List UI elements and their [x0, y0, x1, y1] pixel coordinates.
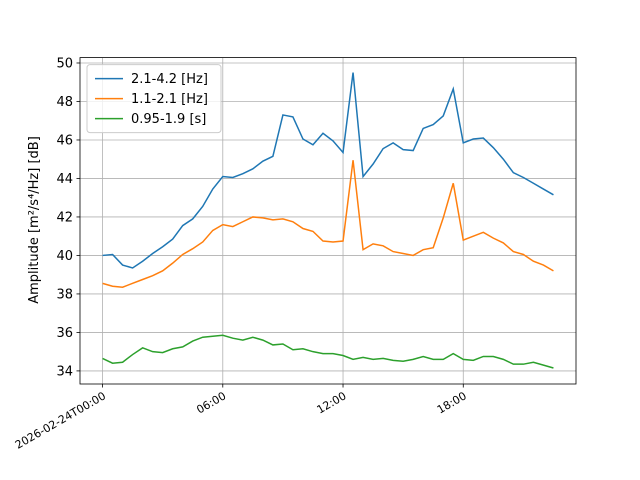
y-tick-label: 42 [56, 210, 73, 225]
y-tick-label: 34 [56, 364, 73, 379]
series-line [102, 72, 554, 269]
y-tick-label: 50 [56, 56, 73, 71]
y-tick-label: 48 [56, 95, 73, 110]
y-tick-label: 46 [56, 133, 73, 148]
series-line [102, 160, 554, 288]
y-tick-label: 44 [56, 172, 73, 187]
legend-label: 0.95-1.9 [s] [131, 112, 206, 127]
series-line [102, 334, 554, 369]
legend-box [86, 64, 222, 134]
y-tick-label: 40 [56, 249, 73, 264]
x-tick-label: 2026-02-24T00:00 [13, 389, 108, 451]
y-axis-label: Amplitude [m²/s⁴/Hz] [dB] [27, 136, 42, 304]
x-tick-label: 12:00 [315, 389, 349, 416]
legend-label: 2.1-4.2 [Hz] [131, 72, 208, 87]
legend-label: 1.1-2.1 [Hz] [131, 92, 208, 107]
y-tick-label: 38 [56, 287, 73, 302]
x-tick-label: 06:00 [194, 389, 228, 416]
plot-frame [79, 57, 577, 385]
x-tick-label: 18:00 [435, 389, 469, 416]
y-tick-label: 36 [56, 326, 73, 341]
